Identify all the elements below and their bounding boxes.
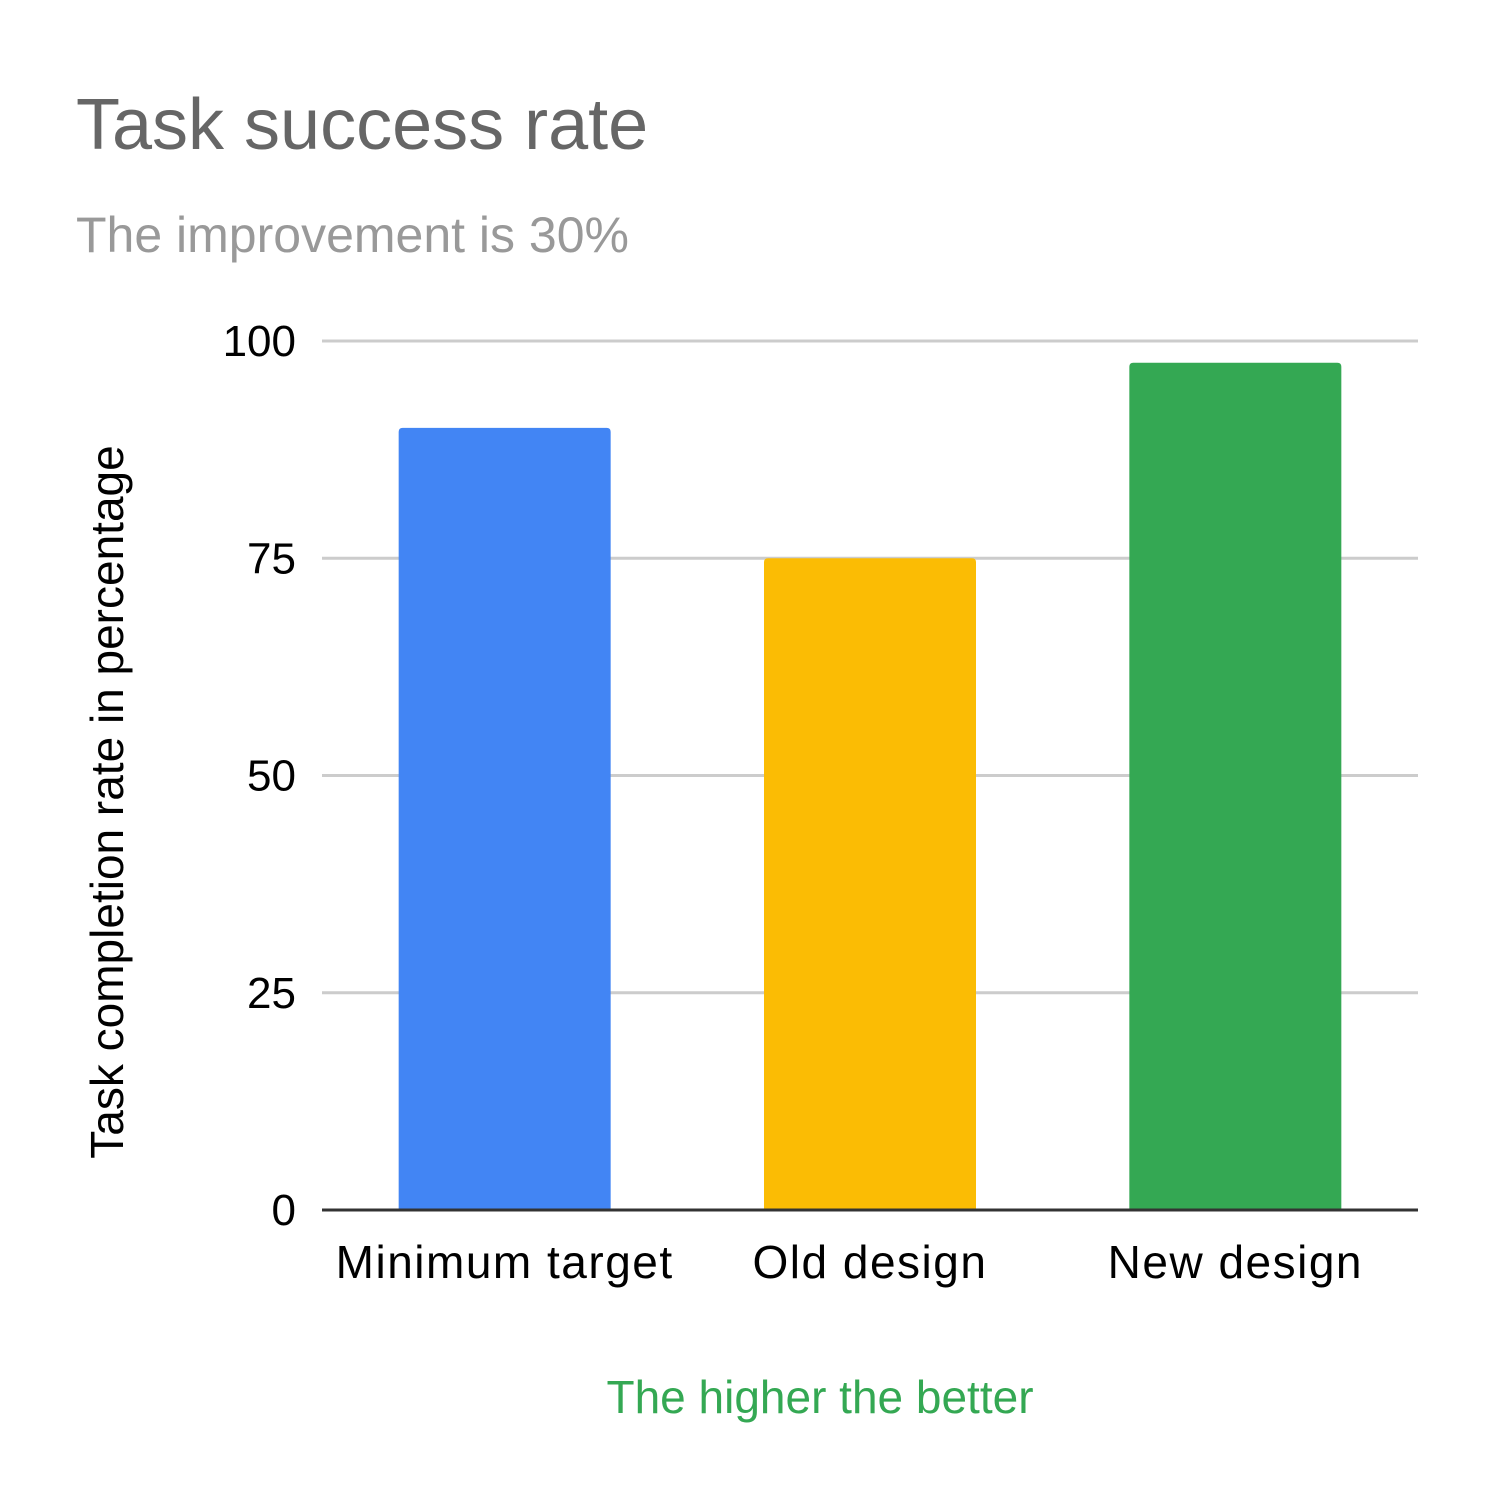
- y-tick-label: 25: [247, 969, 296, 1018]
- y-axis-label: Task completion rate in percentage: [81, 445, 133, 1158]
- y-tick-label: 75: [247, 534, 296, 583]
- bar-new-design: [1129, 362, 1342, 1211]
- x-axis-label: The higher the better: [606, 1371, 1033, 1423]
- bars: [322, 362, 1418, 1212]
- x-tick-labels: Minimum target Old design New design: [336, 1236, 1363, 1288]
- chart-title: Task success rate: [76, 85, 648, 165]
- y-tick-label: 100: [223, 317, 296, 366]
- x-tick-label: Minimum target: [336, 1236, 674, 1288]
- y-tick-label: 0: [272, 1186, 296, 1235]
- x-tick-label: Old design: [753, 1236, 988, 1288]
- y-tick-labels: 0 25 50 75 100: [223, 317, 296, 1235]
- chart-subtitle: The improvement is 30%: [76, 207, 629, 263]
- bar-minimum-target: [398, 427, 611, 1210]
- x-tick-label: New design: [1108, 1236, 1363, 1288]
- y-tick-label: 50: [247, 752, 296, 801]
- bar-old-design: [764, 558, 976, 1210]
